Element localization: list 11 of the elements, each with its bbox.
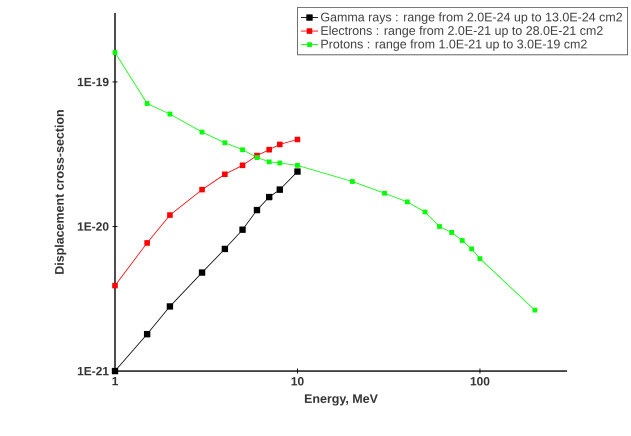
x-axis-title: Energy, MeV xyxy=(304,394,378,406)
x-tick-label: 1 xyxy=(112,377,118,386)
legend-label: Gamma rays : range from 2.0E-24 up to 13.0E-24 cm2 xyxy=(321,12,622,24)
y-axis-title: Displacement cross-section xyxy=(54,110,66,274)
x-tick-label: 10 xyxy=(292,377,304,386)
y-tick-label: 1E-20 xyxy=(78,222,108,231)
legend-label: Protons : range from 1.0E-21 up to 3.0E-19 cm2 xyxy=(321,39,587,51)
y-tick-label: 1E-19 xyxy=(78,78,109,86)
legend-label: Electrons : range from 2.0E-21 up to 28.0E-21 cm2 xyxy=(321,26,603,38)
y-tick-label: 1E-21 xyxy=(78,366,109,376)
x-tick-label: 100 xyxy=(470,377,490,386)
